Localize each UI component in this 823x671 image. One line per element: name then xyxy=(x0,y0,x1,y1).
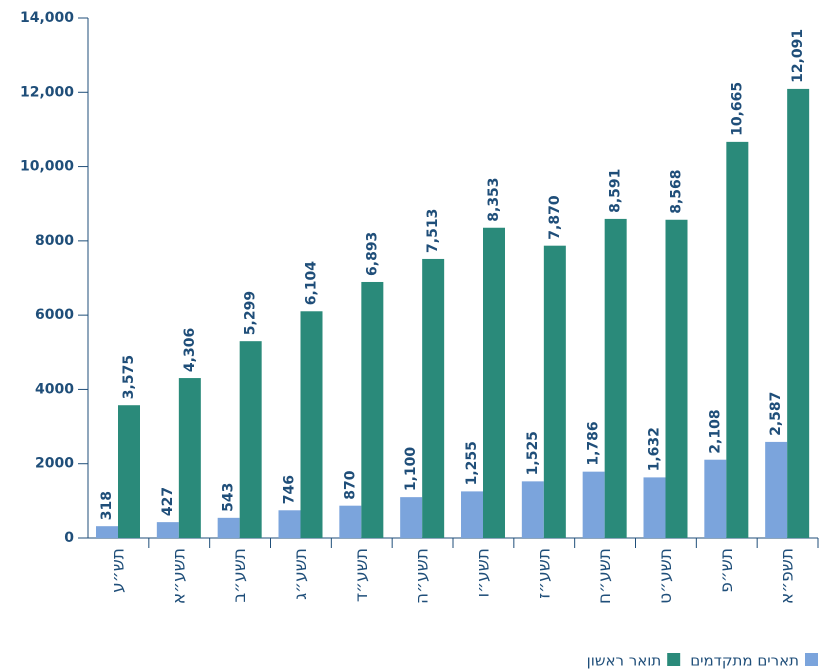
bar xyxy=(704,459,727,538)
bar xyxy=(543,245,566,538)
x-tick-label: תשע״ג xyxy=(291,548,311,600)
value-label: 4,306 xyxy=(182,328,198,372)
value-label: 2,587 xyxy=(768,392,784,436)
value-label: 1,255 xyxy=(464,441,480,485)
bar xyxy=(178,378,201,538)
value-label: 3,575 xyxy=(121,355,137,399)
value-label: 7,870 xyxy=(547,195,563,240)
value-label: 8,568 xyxy=(669,169,685,213)
y-tick-label: 14,000 xyxy=(20,10,74,26)
bar xyxy=(217,517,240,538)
legend-swatch xyxy=(805,653,818,666)
value-label: 1,786 xyxy=(586,421,602,465)
bar xyxy=(96,526,118,538)
value-label: 1,632 xyxy=(647,427,663,471)
legend-label: תואר ראשון xyxy=(587,652,662,670)
x-tick-label: תש״ע xyxy=(108,548,128,593)
x-tick-label: תשע״ד xyxy=(352,548,372,602)
x-tick-label: תשע״ח xyxy=(595,548,615,604)
bar xyxy=(787,88,810,539)
value-label: 8,353 xyxy=(486,177,502,221)
bar xyxy=(461,491,483,538)
y-tick-label: 8000 xyxy=(35,233,74,249)
y-tick-label: 2000 xyxy=(35,456,74,472)
bar xyxy=(400,497,423,538)
y-tick-label: 0 xyxy=(64,530,74,546)
y-tick-label: 4000 xyxy=(35,381,74,397)
bar xyxy=(604,218,627,539)
value-label: 543 xyxy=(221,483,237,512)
value-label: 10,665 xyxy=(729,82,745,136)
x-tick-label: תשע״ט xyxy=(656,548,676,604)
value-label: 6,104 xyxy=(304,261,320,306)
bar xyxy=(726,141,749,538)
value-label: 5,299 xyxy=(243,291,259,335)
bar xyxy=(643,477,666,538)
x-tick-label: תשע״ב xyxy=(230,548,250,603)
bar xyxy=(422,258,445,538)
value-label: 12,091 xyxy=(790,29,806,83)
bar xyxy=(582,471,605,538)
legend-label: תארים מתקדמים xyxy=(690,652,799,670)
value-label: 746 xyxy=(282,475,298,504)
x-tick-label: תשע״א xyxy=(169,548,189,604)
y-tick-label: 10,000 xyxy=(20,159,74,175)
value-label: 1,525 xyxy=(525,431,541,475)
y-tick-label: 6000 xyxy=(35,307,74,323)
value-label: 318 xyxy=(99,491,115,520)
bar xyxy=(278,510,301,538)
x-tick-label: תשע״ו xyxy=(473,548,493,597)
value-label: 2,108 xyxy=(707,409,723,453)
bar xyxy=(239,341,262,538)
legend-swatch xyxy=(667,653,681,666)
value-label: 427 xyxy=(160,487,176,516)
bar xyxy=(156,522,179,538)
y-tick-label: 12,000 xyxy=(20,84,74,100)
value-label: 6,893 xyxy=(364,232,380,276)
value-label: 1,100 xyxy=(403,447,419,492)
bar xyxy=(118,405,140,538)
value-label: 7,513 xyxy=(425,209,441,253)
bar xyxy=(665,219,688,538)
x-tick-label: תשע״ה xyxy=(413,548,433,604)
x-tick-label: תש״פ xyxy=(717,548,737,593)
bar xyxy=(521,481,544,538)
x-tick-label: תשע״ז xyxy=(534,548,554,599)
bar xyxy=(483,227,505,538)
value-label: 870 xyxy=(342,470,358,499)
bar xyxy=(339,505,362,538)
bar xyxy=(300,311,323,538)
value-label: 8,591 xyxy=(608,169,624,213)
bar xyxy=(361,281,384,538)
x-tick-label: תשפ״א xyxy=(778,548,798,604)
bar xyxy=(765,441,788,538)
